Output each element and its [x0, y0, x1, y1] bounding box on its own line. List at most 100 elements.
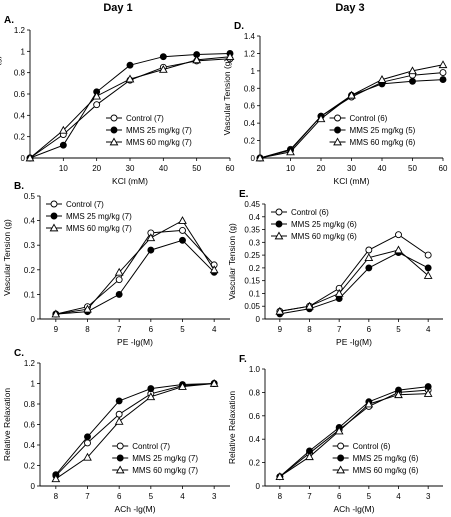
x-tick-label: 8 — [307, 325, 312, 334]
legend-marker — [275, 220, 283, 228]
x-tick-label: 6 — [337, 492, 342, 501]
data-point — [365, 246, 373, 254]
legend-marker — [116, 442, 124, 450]
data-point — [423, 389, 433, 397]
y-tick-label: 0 — [31, 315, 36, 324]
data-point — [146, 233, 156, 242]
data-point — [115, 397, 123, 405]
y-axis-title: Vascular Tension (g) — [222, 58, 232, 135]
legend-marker — [333, 137, 342, 146]
data-point — [305, 301, 314, 310]
legend-entry: MMS 25 mg/kg (5) — [350, 126, 416, 135]
x-tick-label: 5 — [396, 325, 401, 334]
data-point — [159, 53, 167, 61]
data-point — [147, 246, 155, 254]
legend-marker — [109, 137, 119, 146]
legend-entry: Control (6) — [291, 208, 329, 217]
y-axis-title: Relative Relaxation — [227, 391, 237, 465]
data-point — [93, 101, 101, 109]
series-line — [55, 219, 215, 315]
data-point — [83, 304, 92, 313]
data-point — [84, 439, 91, 447]
legend-entry: Control (7) — [132, 442, 170, 451]
y-tick-label: 0.8 — [24, 400, 36, 409]
data-point — [275, 306, 285, 315]
legend-marker — [110, 126, 118, 134]
y-tick-label: 0.3 — [24, 241, 36, 250]
legend-marker — [115, 465, 125, 474]
x-axis-title: KCl (mM) — [334, 176, 370, 186]
data-point — [424, 383, 432, 390]
data-point — [347, 90, 356, 99]
data-point — [114, 267, 124, 276]
x-tick-label: 8 — [278, 492, 283, 501]
x-tick-label: 10 — [286, 164, 295, 173]
series-line — [55, 383, 215, 477]
data-point — [115, 410, 123, 418]
y-axis-title: Vascular Tension (g) — [227, 223, 237, 300]
series-line — [279, 252, 429, 315]
series-line — [55, 383, 215, 476]
data-point — [423, 271, 433, 279]
data-point — [59, 141, 67, 149]
y-tick-label: 1.2 — [14, 26, 26, 35]
data-point — [439, 69, 447, 77]
legend-entry: Control (6) — [350, 114, 388, 123]
series-line — [279, 393, 429, 478]
data-point — [178, 382, 187, 390]
data-point — [409, 77, 416, 85]
data-point — [178, 216, 187, 224]
x-tick-label: 4 — [212, 325, 217, 334]
y-tick-label: 0 — [251, 154, 256, 163]
y-tick-label: 0.6 — [24, 421, 36, 430]
legend-marker — [274, 231, 284, 240]
x-tick-label: 7 — [307, 492, 312, 501]
x-tick-label: 6 — [367, 325, 372, 334]
legend-marker — [49, 223, 59, 232]
data-point — [364, 253, 374, 261]
series-line — [55, 383, 215, 480]
x-tick-label: 40 — [159, 164, 168, 173]
data-point — [209, 265, 219, 274]
data-point — [394, 245, 403, 254]
legend-entry: MMS 25 mg/kg (7) — [126, 126, 192, 135]
data-point — [126, 61, 134, 69]
data-point — [125, 74, 135, 83]
chart-panel-3: E. 0 0.05 0.1 0.15 0.2 0.25 0.3 0.35 0.4 0.45 9 8 7 6 5… — [227, 189, 443, 347]
legend-marker — [50, 200, 58, 208]
data-point — [377, 75, 387, 83]
y-tick-label: 0.3 — [249, 238, 261, 247]
y-tick-label: 0.4 — [24, 441, 36, 450]
x-tick-label: 8 — [54, 492, 59, 501]
data-point — [146, 392, 156, 401]
legend-entry: MMS 60 mg/kg (7) — [132, 466, 198, 475]
legend-marker — [336, 465, 346, 474]
data-point — [158, 64, 168, 73]
x-tick-label: 8 — [85, 325, 90, 334]
x-tick-label: 30 — [347, 164, 356, 173]
legend-marker — [337, 442, 345, 450]
data-point — [364, 399, 374, 408]
x-tick-label: 7 — [337, 325, 342, 334]
y-tick-label: 0.2 — [24, 462, 36, 471]
x-tick-label: 20 — [317, 164, 326, 173]
series-line — [55, 239, 215, 315]
x-tick-label: 50 — [192, 164, 201, 173]
y-tick-label: 0.4 — [14, 111, 26, 120]
panel-label: E. — [239, 189, 249, 200]
x-tick-label: 4 — [180, 492, 185, 501]
series-line — [279, 389, 429, 477]
y-tick-label: 0.4 — [24, 217, 36, 226]
panel-label: A. — [4, 15, 14, 26]
x-tick-label: 5 — [367, 492, 372, 501]
x-axis-title: PE -lg(M) — [336, 337, 372, 347]
legend-entry: MMS 60 mg/kg (7) — [66, 224, 132, 233]
series-line — [279, 386, 429, 477]
x-tick-label: 60 — [226, 164, 235, 173]
x-tick-label: 4 — [396, 492, 401, 501]
y-tick-label: 0.1 — [24, 290, 36, 299]
data-point — [209, 378, 219, 387]
y-tick-label: 0.45 — [244, 200, 260, 209]
data-point — [114, 416, 124, 425]
header-day3: Day 3 — [335, 2, 364, 14]
